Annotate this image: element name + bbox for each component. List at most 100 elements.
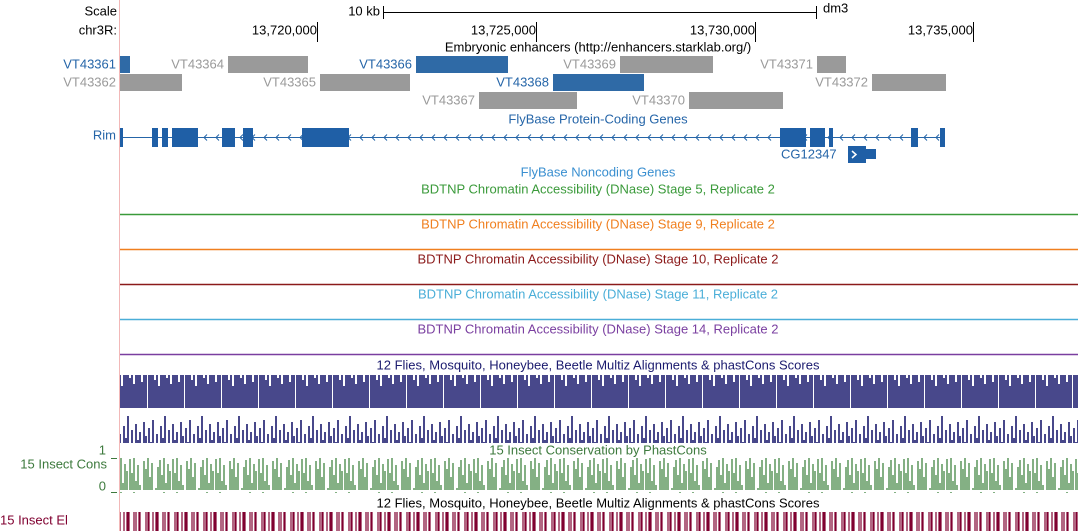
enhancer-box: [689, 92, 783, 109]
strand-arrow: [395, 134, 400, 141]
enhancer-box: [553, 74, 644, 91]
strand-arrow: [695, 134, 700, 141]
strand-arrow: [275, 134, 280, 141]
track-title: BDTNP Chromatin Accessibility (DNase) St…: [417, 321, 778, 336]
strand-arrow: [263, 134, 268, 141]
strand-arrow: [671, 134, 676, 141]
axis-max-label: 1: [99, 442, 106, 457]
strand-arrow: [503, 134, 508, 141]
strand-arrow: [719, 134, 724, 141]
enhancer-label: VT43371: [760, 56, 813, 71]
strand-arrow: [215, 134, 220, 141]
exon: [152, 128, 158, 147]
track-title: BDTNP Chromatin Accessibility (DNase) St…: [421, 181, 775, 196]
exon: [243, 128, 253, 147]
enhancer-label: VT43361: [63, 56, 116, 71]
assembly: dm3: [823, 0, 848, 15]
strand-arrow: [383, 134, 388, 141]
enhancer-label: VT43367: [422, 92, 475, 107]
strand-arrow: [647, 134, 652, 141]
enhancer-box: [228, 56, 308, 73]
track-title: 15 Insect Conservation by PhastCons: [489, 442, 707, 457]
strand-arrow: [623, 134, 628, 141]
gene-label: CG12347: [781, 146, 837, 161]
strand-arrow: [467, 134, 472, 141]
position-label: 13,735,000: [908, 22, 973, 37]
enhancer-label: VT43365: [263, 74, 316, 89]
axis-ticks: [111, 458, 117, 493]
strand-arrow: [455, 134, 460, 141]
strand-arrow: [203, 134, 208, 141]
conserved-elements: [120, 512, 1078, 531]
track-title: 12 Flies, Mosquito, Honeybee, Beetle Mul…: [377, 495, 820, 510]
strand-arrow: [431, 134, 436, 141]
strand-arrow: [359, 134, 364, 141]
strand-arrow: [443, 134, 448, 141]
gene-track: Rim CG12347: [93, 127, 945, 163]
enhancer-box: [120, 74, 182, 91]
dnase-tracks: BDTNP Chromatin Accessibility (DNase) St…: [120, 181, 1078, 356]
scale-bar: [383, 6, 817, 19]
strand-arrow: [767, 134, 772, 141]
strand-arrow: [287, 134, 292, 141]
exon: [162, 128, 168, 147]
track-title: BDTNP Chromatin Accessibility (DNase) St…: [417, 251, 778, 266]
strand-arrow: [371, 134, 376, 141]
track-title: BDTNP Chromatin Accessibility (DNase) St…: [421, 216, 775, 231]
exon: [866, 149, 876, 159]
axis-min-label: 0: [99, 478, 106, 493]
enhancer-label: VT43370: [632, 92, 685, 107]
strand-arrow: [887, 134, 892, 141]
strand-arrow: [539, 134, 544, 141]
track-title: 12 Flies, Mosquito, Honeybee, Beetle Mul…: [377, 357, 820, 372]
enhancer-box: [416, 56, 508, 73]
position-ruler: 13,720,000 13,725,000 13,730,000 13,735,000: [252, 22, 974, 42]
enhancer-box: [320, 74, 410, 91]
strand-arrow: [731, 134, 736, 141]
track-side-label: 15 Insect Cons: [20, 456, 107, 471]
strand-arrow: [899, 134, 904, 141]
gene-label: Rim: [93, 127, 116, 142]
strand-arrow: [419, 134, 424, 141]
position-label: 13,720,000: [252, 22, 317, 37]
strand-arrow: [707, 134, 712, 141]
strand-arrow: [923, 134, 928, 141]
strand-arrow: [551, 134, 556, 141]
strand-arrow: [611, 134, 616, 141]
strand-arrow: [659, 134, 664, 141]
enhancer-box: [479, 92, 577, 109]
multiz-signal: [120, 375, 1078, 443]
enhancer-label: VT43368: [496, 74, 549, 89]
track-title: FlyBase Protein-Coding Genes: [508, 111, 688, 126]
strand-arrow: [875, 134, 880, 141]
enhancer-box: [872, 74, 946, 91]
strand-arrow: [587, 134, 592, 141]
track-side-label: 15 Insect El: [0, 512, 68, 527]
strand-arrow: [635, 134, 640, 141]
strand-arrow: [863, 134, 868, 141]
strand-arrow: [755, 134, 760, 141]
exon: [172, 128, 198, 147]
exon: [302, 128, 349, 147]
track-title: BDTNP Chromatin Accessibility (DNase) St…: [418, 286, 778, 301]
exon: [940, 128, 945, 147]
enhancer-label: VT43372: [815, 74, 868, 89]
strand-arrow: [407, 134, 412, 141]
strand-arrow: [935, 134, 940, 141]
exon: [810, 128, 825, 147]
scale-label: Scale: [84, 3, 117, 18]
exon: [780, 128, 806, 147]
strand-arrow: [575, 134, 580, 141]
enhancer-label: VT43369: [563, 56, 616, 71]
scale-value: 10 kb: [348, 3, 380, 18]
strand-arrow: [851, 150, 858, 159]
enhancer-box: [817, 56, 846, 73]
strand-arrow: [851, 134, 856, 141]
exon: [829, 128, 833, 147]
track-title: FlyBase Noncoding Genes: [521, 164, 676, 179]
strand-arrow: [479, 134, 484, 141]
exon: [222, 128, 235, 147]
phastcons-signal: [120, 458, 1078, 493]
